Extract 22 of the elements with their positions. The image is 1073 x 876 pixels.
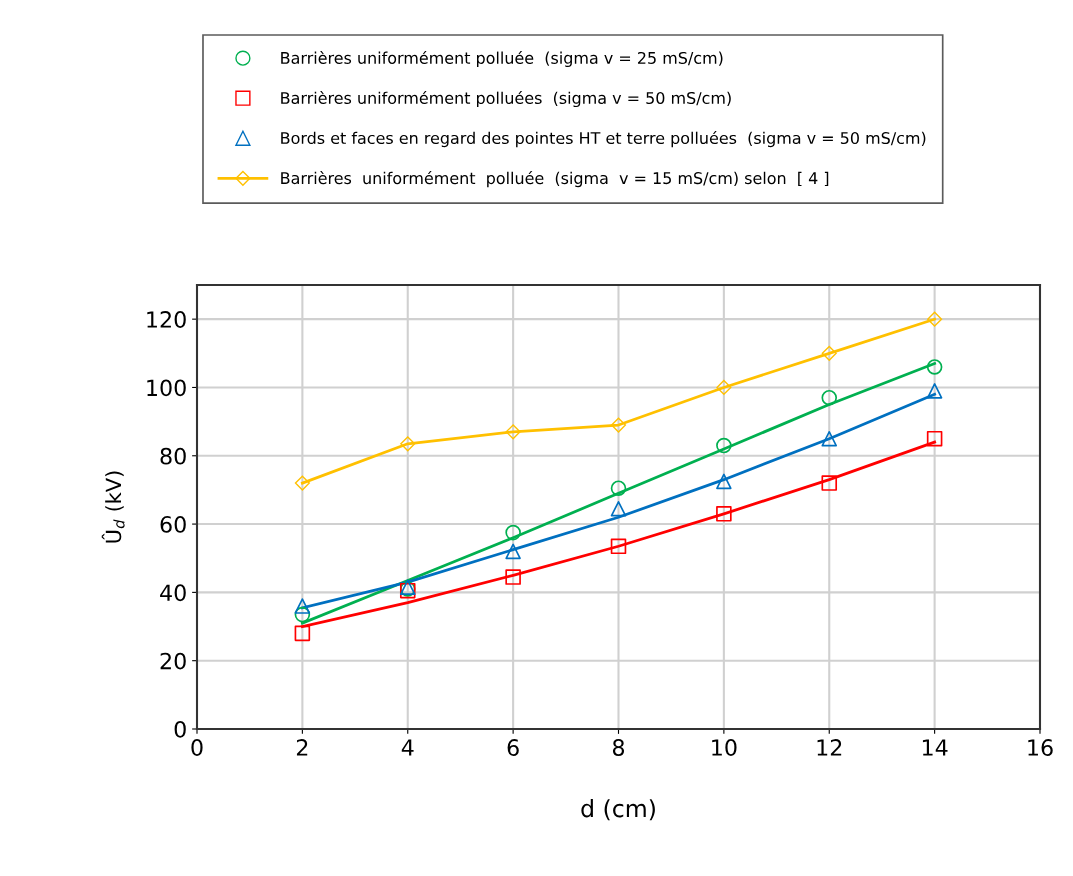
y-axis-title: Û$_{d}$ (kV): [101, 471, 125, 543]
legend-label: Barrières uniformément polluées (sigma v = 50 mS/cm): [281, 91, 731, 108]
x-axis-title: d (cm): [581, 799, 655, 821]
x-tick-label: 4: [401, 739, 414, 756]
legend-label: Barrières uniformément polluée (sigma v = 15 mS/cm) selon [ 4 ]: [281, 171, 829, 188]
x-tick-label: 8: [612, 739, 625, 756]
x-tick-label: 6: [507, 739, 519, 756]
y-tick-label: 20: [160, 652, 186, 670]
y-tick-label: 80: [160, 447, 186, 465]
legend-label: Barrières uniformément polluée (sigma v = 25 mS/cm): [281, 50, 723, 68]
x-tick-label: 12: [817, 739, 842, 756]
legend-label: Bords et faces en regard des pointes HT et terre polluées (sigma v = 50 mS/cm): [281, 131, 926, 148]
y-tick-label: 100: [147, 379, 186, 397]
y-tick-label: 60: [160, 516, 186, 533]
x-tick-label: 10: [712, 739, 737, 756]
x-tick-label: 14: [922, 739, 948, 756]
y-tick-label: 40: [160, 584, 186, 602]
y-tick-label: 0: [174, 720, 186, 738]
x-tick-label: 0: [191, 739, 203, 756]
x-tick-label: 2: [296, 739, 308, 756]
y-tick-label: 120: [147, 311, 186, 328]
x-tick-label: 16: [1028, 739, 1053, 756]
